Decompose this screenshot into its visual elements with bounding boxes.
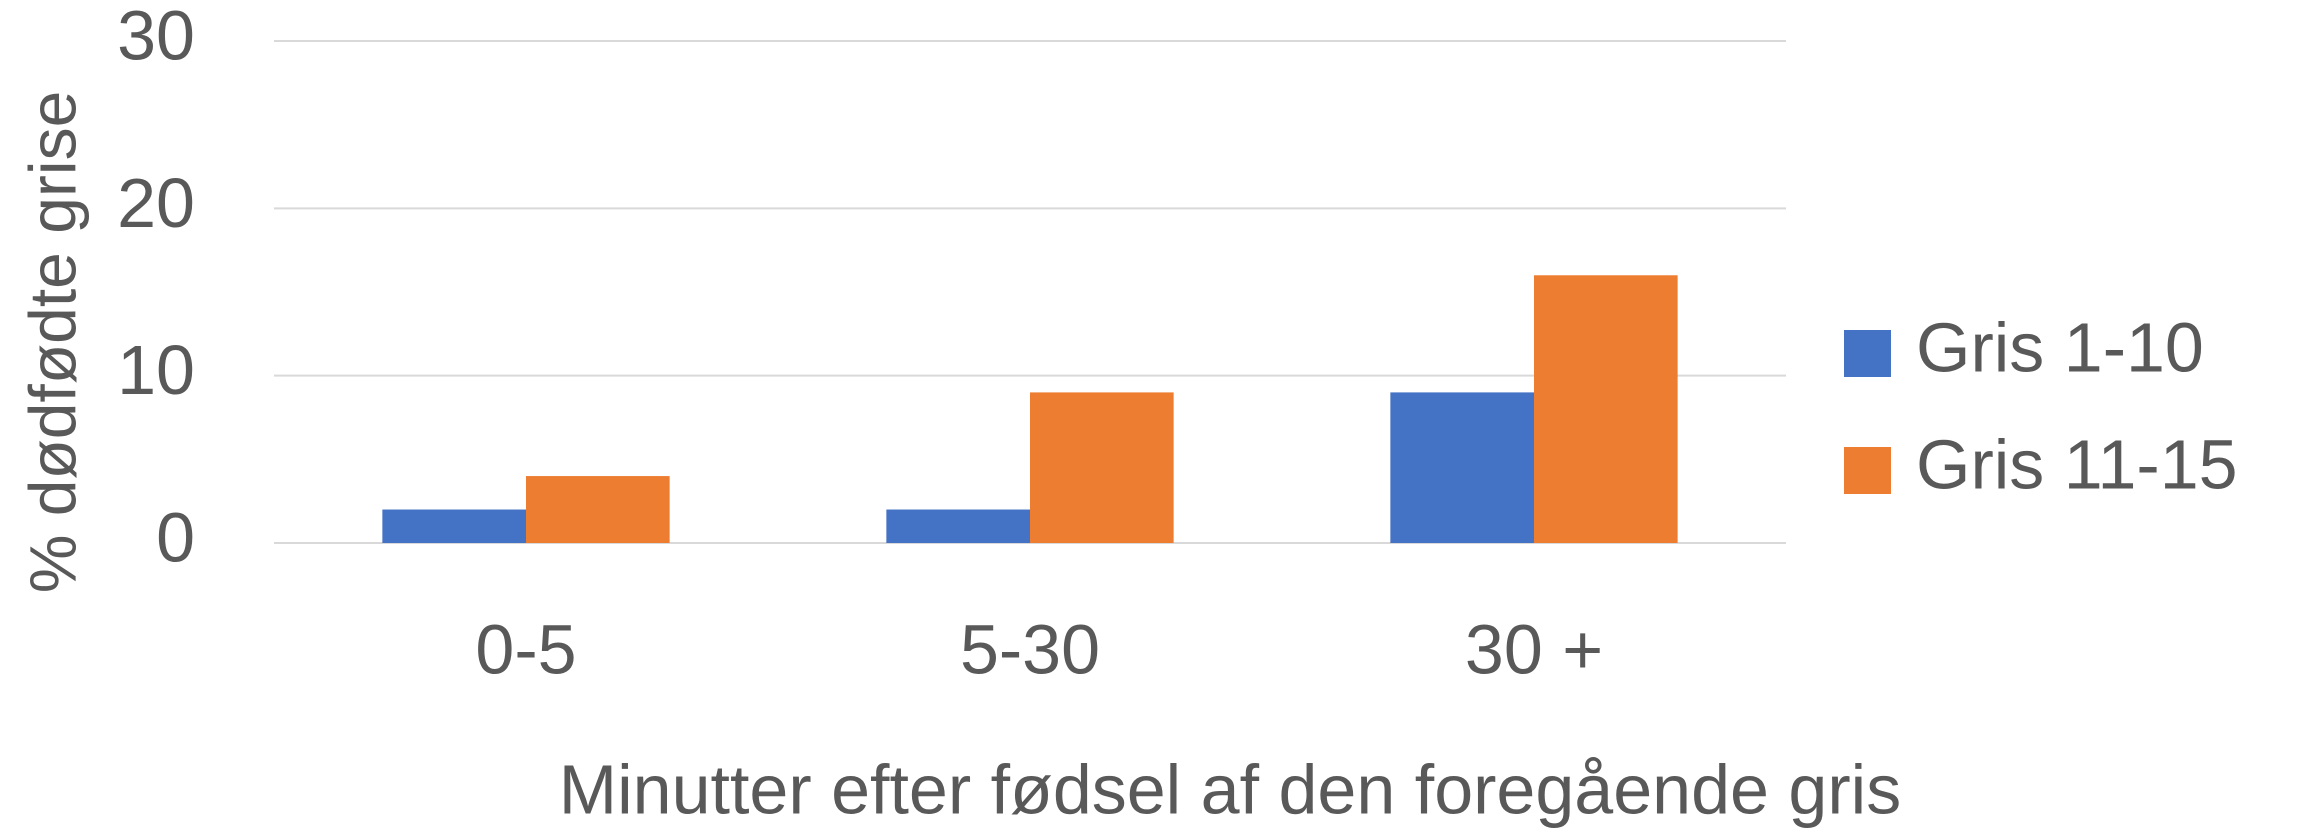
bar bbox=[526, 476, 670, 543]
bar bbox=[886, 509, 1030, 543]
bar bbox=[1030, 392, 1174, 543]
x-axis-title: Minutter efter fødsel af den foregående … bbox=[559, 750, 1901, 828]
legend-swatch bbox=[1844, 330, 1891, 377]
legend-label: Gris 11-15 bbox=[1916, 425, 2238, 503]
y-tick-label: 20 bbox=[117, 164, 195, 242]
y-tick-label: 10 bbox=[117, 331, 195, 409]
x-tick-label: 5-30 bbox=[960, 610, 1100, 688]
legend-swatch bbox=[1844, 447, 1891, 494]
y-tick-label: 0 bbox=[156, 498, 195, 576]
y-tick-label: 30 bbox=[117, 0, 195, 74]
x-tick-label: 0-5 bbox=[475, 610, 576, 688]
y-axis-title: % dødfødte grise bbox=[15, 91, 89, 594]
x-tick-label: 30 + bbox=[1465, 610, 1603, 688]
bar bbox=[1390, 392, 1534, 543]
bar bbox=[382, 509, 526, 543]
bar bbox=[1534, 275, 1678, 543]
legend-label: Gris 1-10 bbox=[1916, 308, 2204, 386]
